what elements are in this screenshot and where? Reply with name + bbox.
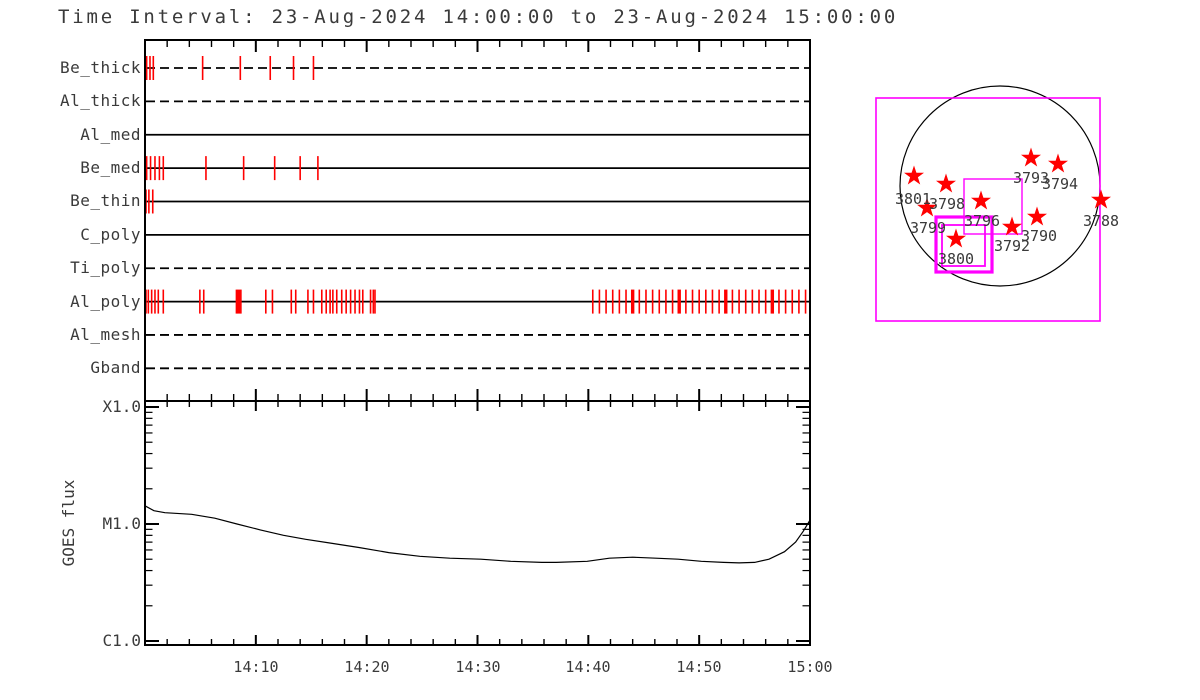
filter-label-be-thick: Be_thick <box>59 58 141 77</box>
active-region-star-3792 <box>1002 216 1022 236</box>
fov-box-0 <box>875 97 1101 322</box>
goes-flux-curve <box>144 505 811 564</box>
goes-panel-frame <box>144 400 811 646</box>
fov-box-3 <box>941 224 986 267</box>
filter-label-al-thick: Al_thick <box>59 91 141 110</box>
active-region-star-3796 <box>971 190 991 210</box>
active-region-star-3801 <box>904 165 924 185</box>
filter-label-al-poly: Al_poly <box>70 292 141 311</box>
filter-label-gband: Gband <box>90 358 141 377</box>
filter-label-al-med: Al_med <box>80 125 141 144</box>
active-region-star-3799 <box>917 197 937 217</box>
filter-label-be-med: Be_med <box>80 158 141 177</box>
active-region-star-3788 <box>1091 189 1111 209</box>
goes-ytick-m1: M1.0 <box>102 514 141 533</box>
active-region-label-3801: 3801 <box>895 190 931 208</box>
filter-label-c-poly: C_poly <box>80 225 141 244</box>
filter-label-al-mesh: Al_mesh <box>70 325 141 344</box>
goes-ytick-c1: C1.0 <box>102 631 141 650</box>
active-region-star-3790 <box>1027 206 1047 226</box>
active-region-star-3800 <box>946 228 966 248</box>
goes-ytick-x1: X1.0 <box>102 397 141 416</box>
active-region-label-3798: 3798 <box>929 195 965 213</box>
active-region-label-3794: 3794 <box>1042 175 1078 193</box>
fov-box-2 <box>934 215 994 274</box>
xtick-1420: 14:20 <box>344 658 390 676</box>
active-region-label-3793: 3793 <box>1013 169 1049 187</box>
active-region-star-3798 <box>936 173 956 193</box>
xtick-1450: 14:50 <box>676 658 722 676</box>
active-region-label-3792: 3792 <box>994 237 1030 255</box>
active-region-label-3799: 3799 <box>910 219 946 237</box>
filter-label-be-thin: Be_thin <box>70 191 141 210</box>
filter-label-ti-poly: Ti_poly <box>70 258 141 277</box>
active-region-label-3796: 3796 <box>964 212 1000 230</box>
xtick-1500: 15:00 <box>787 658 833 676</box>
xtick-1440: 14:40 <box>565 658 611 676</box>
active-region-star-3794 <box>1048 153 1068 173</box>
active-region-label-3790: 3790 <box>1021 227 1057 245</box>
active-region-label-3788: 3788 <box>1083 212 1119 230</box>
xtick-1410: 14:10 <box>233 658 279 676</box>
plot-title: Time Interval: 23-Aug-2024 14:00:00 to 2… <box>58 6 899 28</box>
timeline-panel-frame <box>144 39 811 402</box>
active-region-star-3793 <box>1021 147 1041 167</box>
active-region-label-3800: 3800 <box>938 250 974 268</box>
xtick-1430: 14:30 <box>455 658 501 676</box>
